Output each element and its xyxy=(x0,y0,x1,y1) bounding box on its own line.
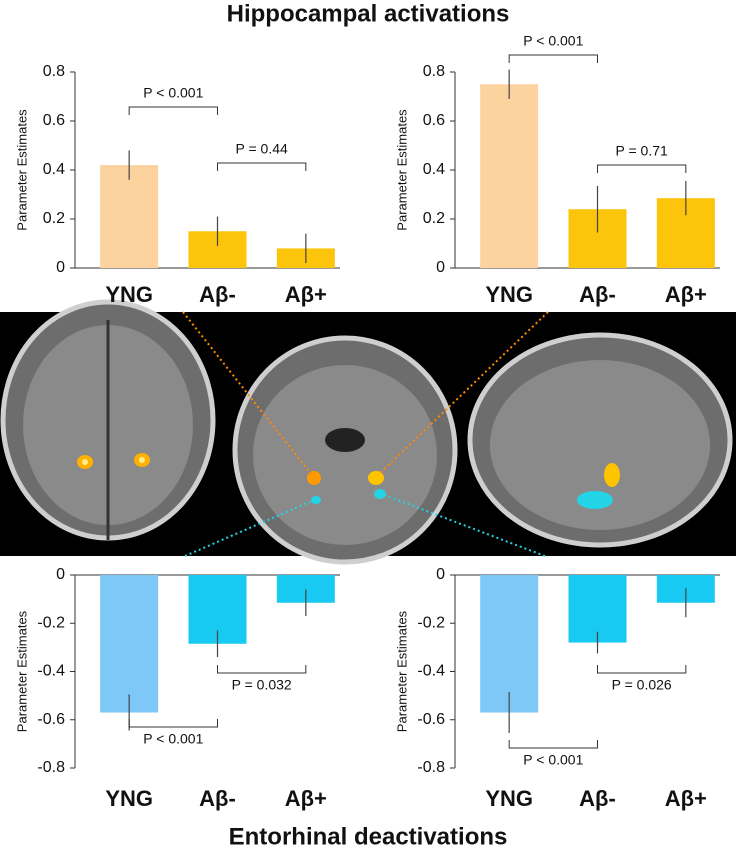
y-tick-label: 0.2 xyxy=(423,210,445,227)
significance-bracket xyxy=(217,665,307,674)
y-tick-label: 0.2 xyxy=(43,210,65,227)
y-axis-label: Parameter Estimates xyxy=(394,109,409,231)
y-tick-label: -0.2 xyxy=(417,614,445,631)
x-tick-label: YNG xyxy=(105,282,153,307)
y-tick-label: 0.4 xyxy=(423,161,445,178)
y-axis-label: Parameter Estimates xyxy=(14,109,29,231)
p-value: P < 0.001 xyxy=(143,731,203,747)
significance-bracket xyxy=(508,54,598,63)
bar xyxy=(100,575,159,713)
bar xyxy=(568,575,627,643)
y-tick-label: -0.6 xyxy=(37,711,65,728)
p-value: P = 0.71 xyxy=(616,143,669,159)
y-tick-label: -0.2 xyxy=(37,614,65,631)
x-tick-label: Aβ+ xyxy=(285,282,327,307)
p-value: P = 0.026 xyxy=(612,677,672,693)
bar xyxy=(480,84,539,268)
y-tick-label: 0 xyxy=(436,566,445,583)
y-tick-label: 0.6 xyxy=(43,112,65,129)
x-tick-label: Aβ- xyxy=(199,282,236,307)
significance-bracket xyxy=(597,665,687,674)
y-tick-label: -0.8 xyxy=(37,759,65,776)
x-tick-label: Aβ+ xyxy=(285,786,327,811)
x-tick-label: YNG xyxy=(485,282,533,307)
significance-bracket xyxy=(597,164,687,173)
x-tick-label: Aβ+ xyxy=(665,282,707,307)
figure-title: Hippocampal activations xyxy=(227,0,510,27)
x-tick-label: YNG xyxy=(105,786,153,811)
y-tick-label: -0.4 xyxy=(37,663,65,680)
p-value: P < 0.001 xyxy=(523,752,583,768)
significance-bracket xyxy=(217,162,307,171)
significance-bracket xyxy=(128,106,218,115)
y-tick-label: -0.8 xyxy=(417,759,445,776)
y-tick-label: -0.4 xyxy=(417,663,445,680)
brain-images xyxy=(0,299,736,565)
significance-bracket xyxy=(508,740,598,749)
p-value: P = 0.032 xyxy=(232,677,292,693)
x-tick-label: Aβ- xyxy=(199,786,236,811)
x-tick-label: Aβ+ xyxy=(665,786,707,811)
p-value: P < 0.001 xyxy=(143,85,203,101)
bottom-title: Entorhinal deactivations xyxy=(229,823,508,850)
y-tick-label: 0.8 xyxy=(43,63,65,80)
y-tick-label: 0.6 xyxy=(423,112,445,129)
bar xyxy=(480,575,539,713)
x-tick-label: YNG xyxy=(485,786,533,811)
y-tick-label: 0 xyxy=(56,566,65,583)
y-tick-label: 0 xyxy=(56,259,65,276)
p-value: P < 0.001 xyxy=(523,33,583,49)
y-tick-label: -0.6 xyxy=(417,711,445,728)
significance-bracket xyxy=(128,719,218,728)
y-axis-label: Parameter Estimates xyxy=(14,610,29,732)
y-axis-label: Parameter Estimates xyxy=(394,610,409,732)
x-tick-label: Aβ- xyxy=(579,282,616,307)
x-tick-label: Aβ- xyxy=(579,786,616,811)
y-tick-label: 0.8 xyxy=(423,63,445,80)
bar xyxy=(100,165,159,268)
y-tick-label: 0.4 xyxy=(43,161,65,178)
y-tick-label: 0 xyxy=(436,259,445,276)
p-value: P = 0.44 xyxy=(236,141,289,157)
